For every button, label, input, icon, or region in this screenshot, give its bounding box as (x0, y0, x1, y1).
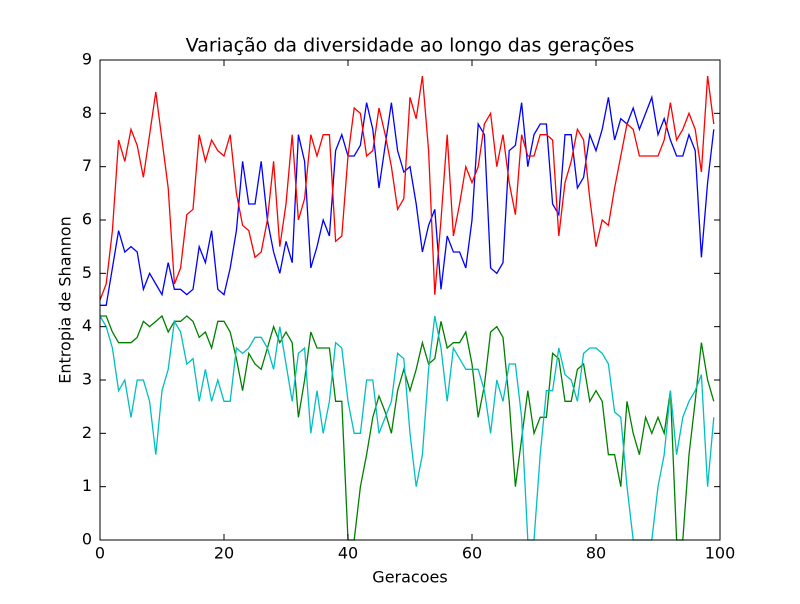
y-tick-label: 3 (82, 370, 92, 389)
plot-area (99, 75, 715, 541)
y-tick-label: 8 (82, 103, 92, 122)
x-tick-label: 20 (214, 544, 234, 563)
y-tick-label: 2 (82, 423, 92, 442)
x-axis-label: Geracoes (372, 568, 447, 587)
series-line (99, 75, 715, 301)
y-tick-label: 1 (82, 476, 92, 495)
y-tick-label: 4 (82, 316, 92, 335)
chart-title: Variação da diversidade ao longo das ger… (186, 35, 635, 57)
y-tick-label: 5 (82, 263, 92, 282)
x-tick-label: 40 (338, 544, 358, 563)
x-tick-label: 0 (95, 544, 105, 563)
y-tick-label: 6 (82, 210, 92, 229)
y-tick-label: 7 (82, 156, 92, 175)
axes-frame (99, 59, 721, 541)
y-axis-label: Entropia de Shannon (56, 216, 75, 383)
x-tick-label: 60 (462, 544, 482, 563)
x-tick-label: 100 (705, 544, 736, 563)
y-tick-label: 9 (82, 50, 92, 69)
y-tick-label: 0 (82, 530, 92, 549)
x-tick-label: 80 (586, 544, 606, 563)
series-line (99, 315, 715, 541)
series-line (100, 314, 715, 541)
series-line (100, 94, 715, 306)
